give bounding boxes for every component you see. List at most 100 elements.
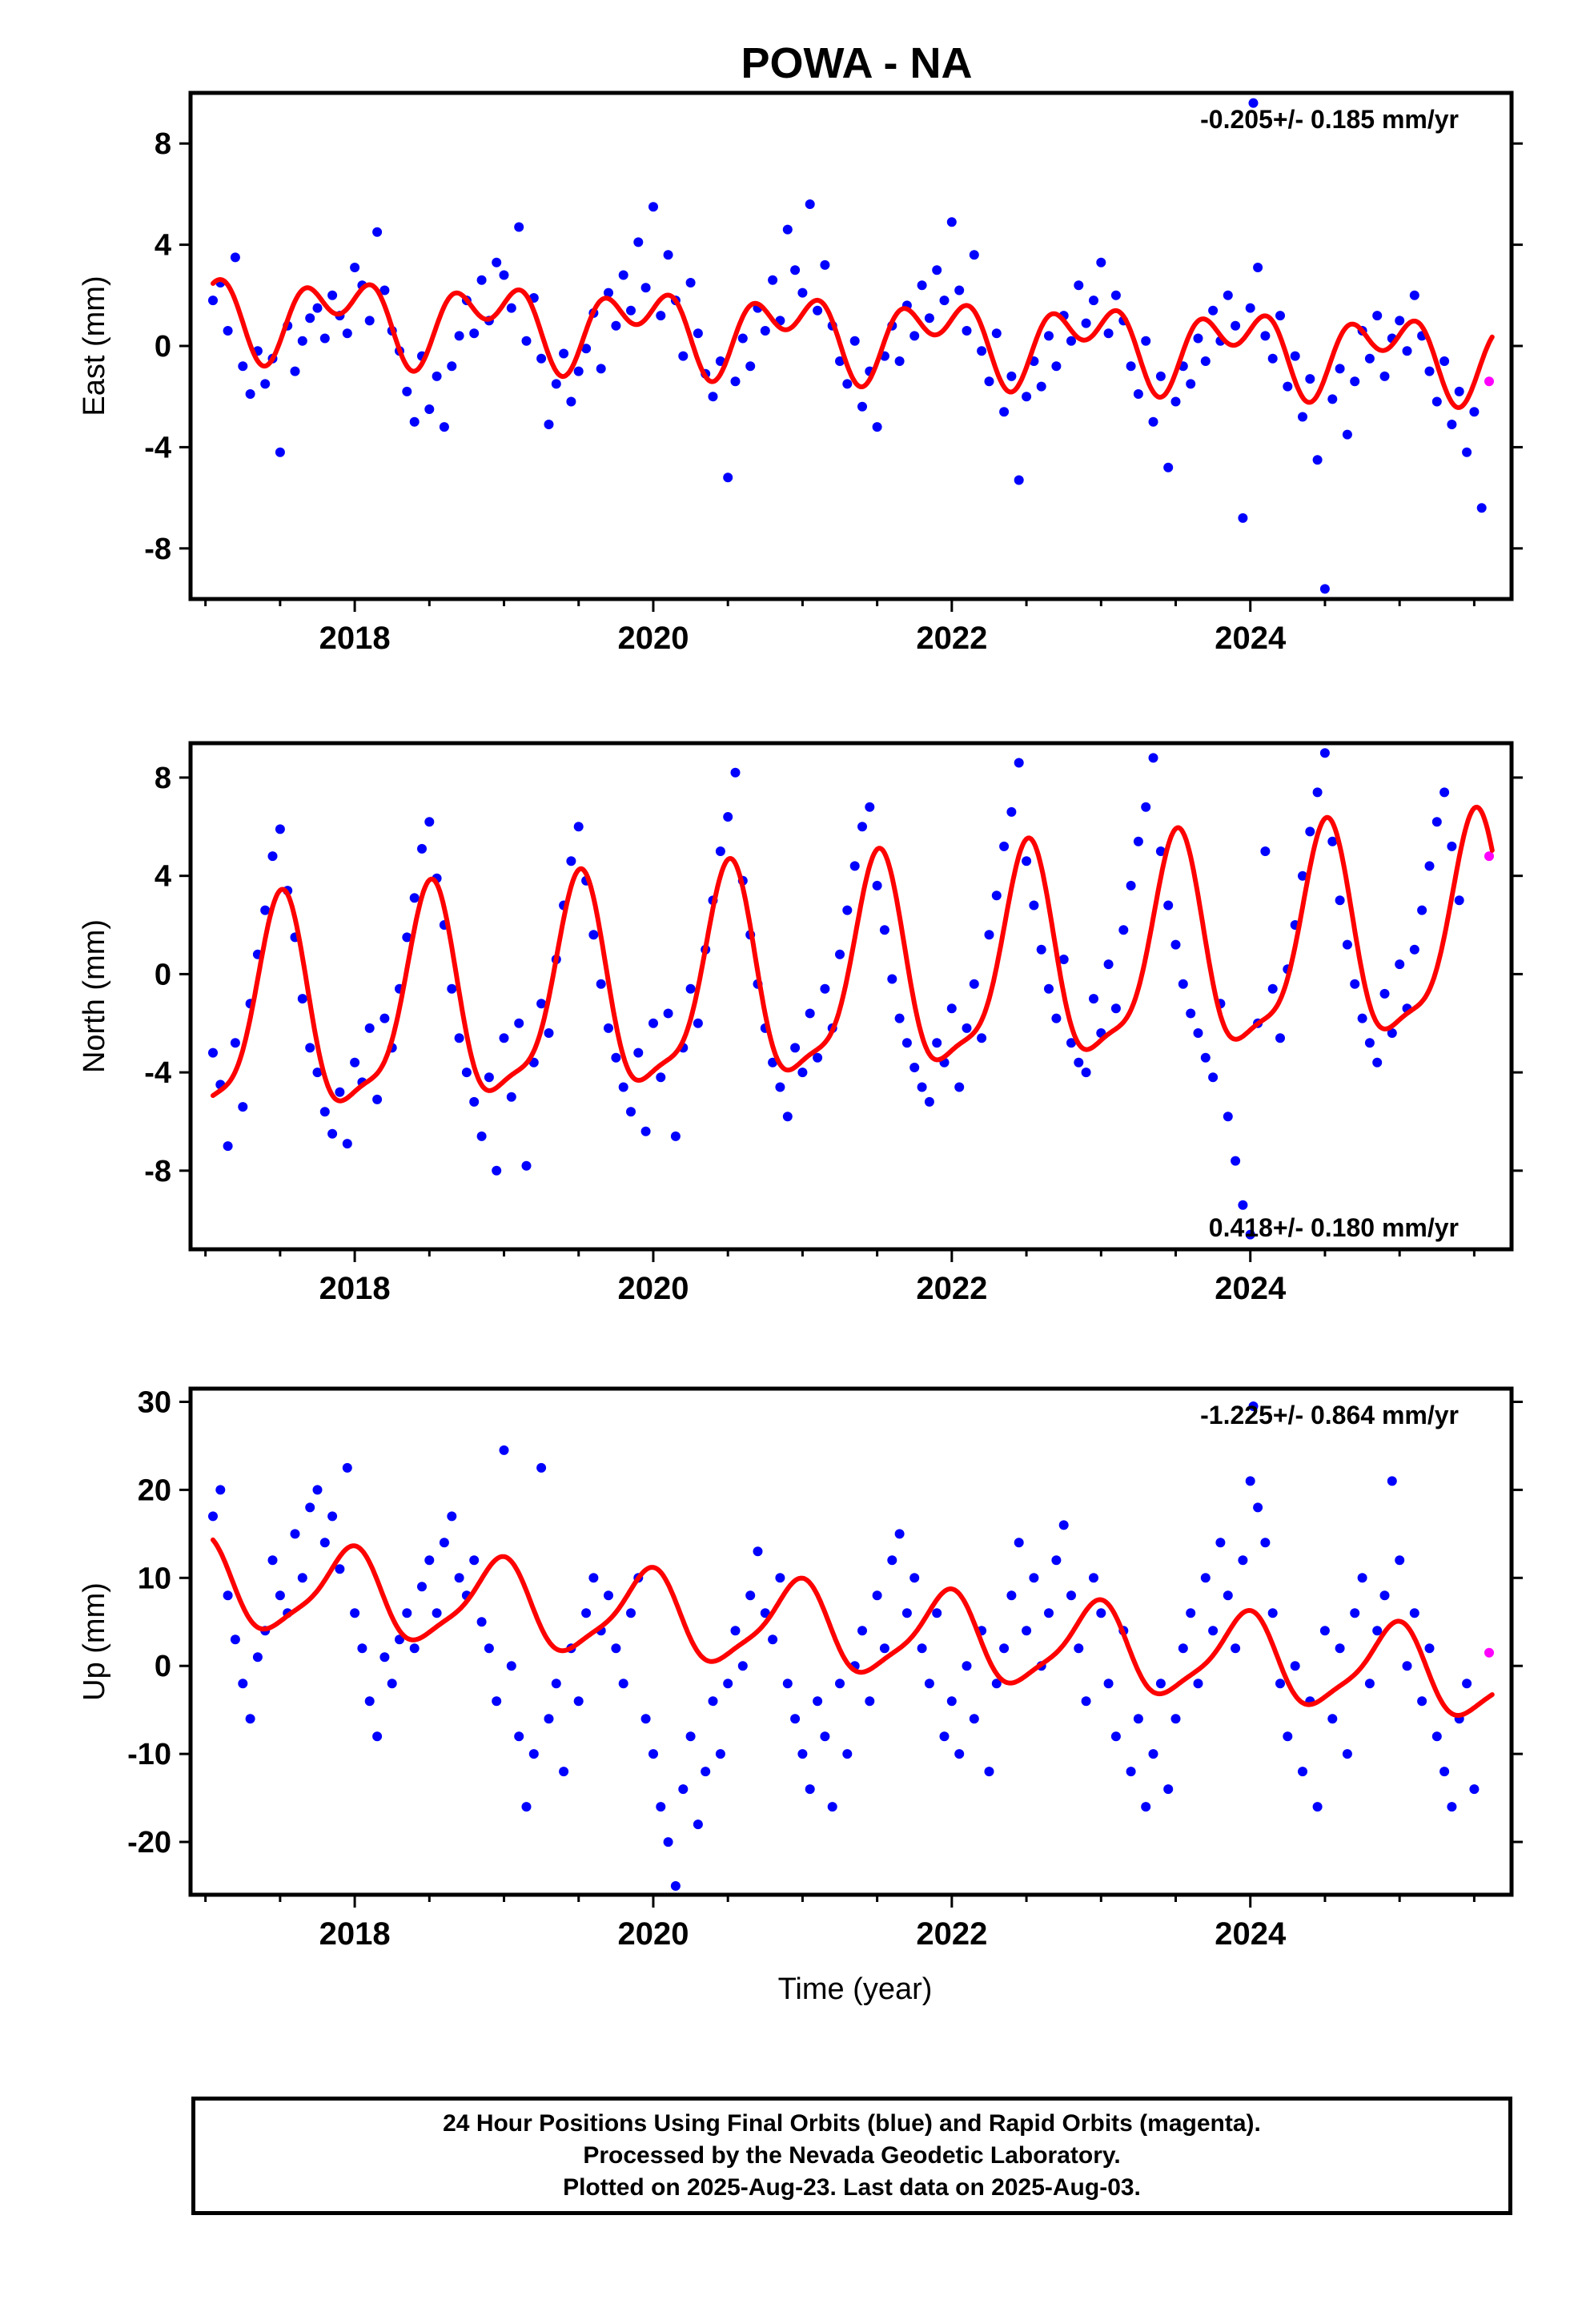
north-data-point: [536, 999, 547, 1009]
north-data-point: [544, 1028, 554, 1038]
up-data-point: [775, 1573, 785, 1583]
north-y-tick-label: 4: [155, 860, 171, 894]
up-data-point: [312, 1485, 323, 1495]
caption-box: 24 Hour Positions Using Final Orbits (bl…: [191, 2097, 1512, 2215]
north-data-point: [297, 994, 307, 1004]
up-data-point: [946, 1696, 957, 1707]
east-data-point: [768, 275, 778, 285]
north-data-point: [1312, 787, 1323, 798]
north-data-point: [267, 851, 278, 862]
north-data-point: [670, 1131, 681, 1141]
north-data-point: [820, 983, 830, 994]
up-data-point: [999, 1643, 1010, 1654]
north-data-point: [872, 880, 882, 891]
east-data-point: [782, 224, 793, 235]
up-data-point: [1402, 1661, 1412, 1671]
up-data-point: [693, 1819, 703, 1830]
north-data-point: [924, 1096, 934, 1107]
up-data-point: [499, 1445, 509, 1455]
east-rate-label: -0.205+/- 0.185 mm/yr: [1200, 105, 1459, 134]
up-data-point: [924, 1679, 934, 1689]
north-data-point: [835, 949, 845, 959]
east-data-point: [1312, 455, 1323, 465]
up-data-point: [1342, 1749, 1352, 1759]
up-data-point: [297, 1573, 307, 1583]
east-data-point: [737, 333, 748, 344]
north-rapid-orbit-point: [1484, 851, 1494, 862]
north-data-point: [1022, 856, 1032, 866]
up-data-point: [484, 1643, 494, 1654]
up-data-point: [267, 1555, 278, 1566]
up-data-point: [215, 1485, 226, 1495]
east-data-point: [648, 202, 658, 212]
east-data-point: [708, 392, 718, 402]
up-data-point: [835, 1679, 845, 1689]
north-data-point: [1357, 1013, 1367, 1023]
east-data-point: [1253, 263, 1263, 272]
up-data-point: [1155, 1679, 1166, 1689]
north-y-axis-title: North (mm): [78, 919, 111, 1073]
up-data-point: [805, 1784, 815, 1795]
north-data-point: [1081, 1068, 1091, 1078]
up-data-point: [335, 1564, 345, 1574]
north-data-point: [1074, 1057, 1084, 1068]
east-data-point: [723, 472, 733, 483]
north-data-point: [1275, 1033, 1285, 1043]
north-data-point: [409, 893, 420, 903]
east-data-point: [760, 326, 770, 336]
east-data-point: [223, 326, 233, 336]
north-data-point: [775, 1082, 785, 1092]
east-x-tick-label: 2022: [916, 621, 987, 656]
up-data-point: [581, 1608, 592, 1618]
north-data-point: [402, 932, 412, 943]
up-data-point: [701, 1767, 711, 1777]
north-data-point: [1110, 1003, 1121, 1014]
up-data-point: [1066, 1590, 1076, 1601]
east-model-curve: [211, 277, 1495, 410]
north-data-point: [492, 1165, 502, 1176]
east-data-point: [1350, 376, 1360, 387]
up-x-tick-label: 2024: [1215, 1916, 1287, 1952]
north-data-point: [1133, 836, 1143, 846]
north-data-point: [1454, 895, 1464, 906]
north-data-point: [588, 930, 599, 940]
east-data-point: [1155, 371, 1166, 381]
up-data-point: [730, 1626, 741, 1636]
east-data-point: [797, 287, 808, 298]
up-data-point: [1178, 1643, 1188, 1654]
north-data-point: [999, 841, 1010, 851]
north-data-point: [849, 861, 860, 871]
up-data-point: [1364, 1679, 1375, 1689]
up-data-point: [551, 1679, 561, 1689]
north-data-point: [1387, 1028, 1397, 1038]
east-data-point: [954, 285, 965, 296]
up-data-point: [1223, 1590, 1233, 1601]
east-data-point: [693, 328, 703, 339]
north-data-point: [342, 1139, 352, 1149]
north-data-point: [1223, 1112, 1233, 1122]
north-x-tick-label: 2018: [319, 1271, 391, 1306]
north-data-point: [1409, 944, 1419, 955]
up-data-point: [245, 1714, 255, 1724]
east-data-point: [678, 351, 689, 361]
up-rapid-orbit-point: [1484, 1647, 1494, 1658]
up-data-point: [962, 1661, 972, 1671]
figure-title: POWA - NA: [741, 39, 973, 87]
up-data-point: [544, 1714, 554, 1724]
east-y-tick-label: 8: [155, 127, 171, 161]
up-data-point: [1231, 1643, 1241, 1654]
north-data-point: [693, 1018, 703, 1028]
north-data-point: [230, 1038, 240, 1048]
north-x-tick-label: 2020: [617, 1271, 689, 1306]
east-data-point: [1238, 513, 1248, 523]
north-y-tick-label: -8: [144, 1155, 171, 1188]
north-data-point: [1208, 1072, 1219, 1083]
east-data-point: [208, 296, 218, 306]
east-data-point: [372, 227, 383, 237]
east-data-point: [245, 389, 255, 399]
north-data-point: [962, 1023, 972, 1033]
north-data-point: [932, 1038, 942, 1048]
east-y-tick-label: -8: [144, 533, 171, 566]
north-data-point: [604, 1023, 613, 1033]
